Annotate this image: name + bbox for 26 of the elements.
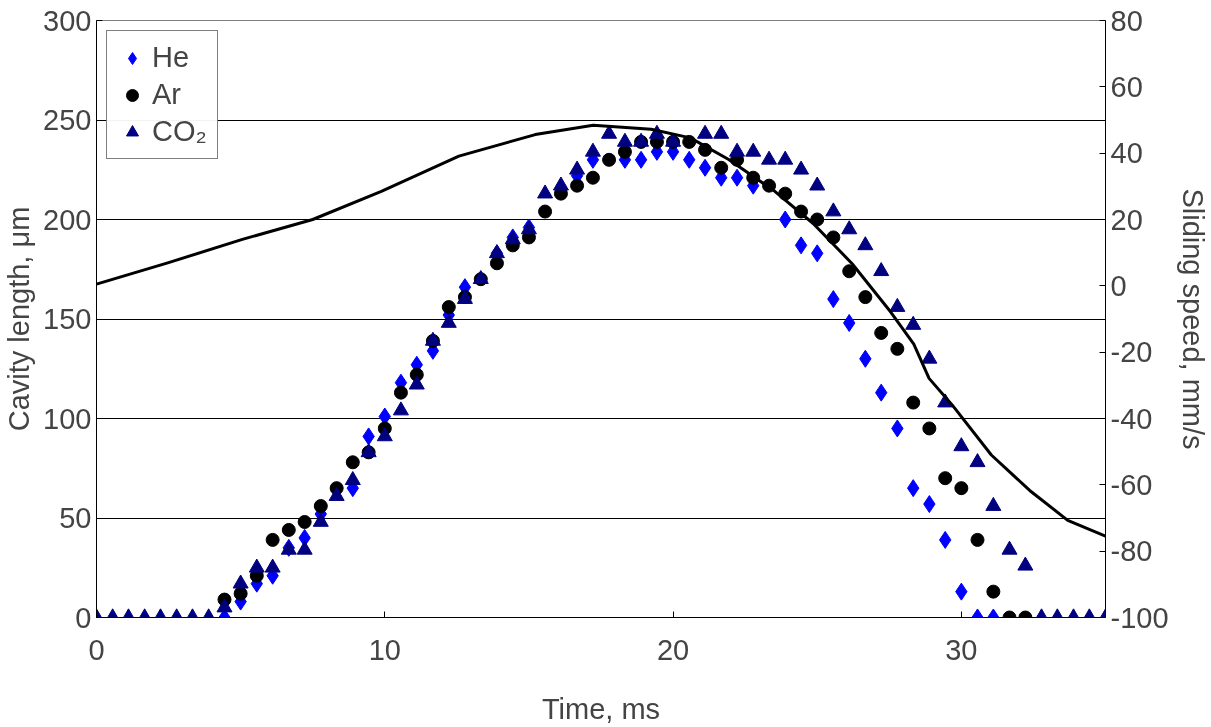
y-axis-title: Cavity length, μm [3, 206, 36, 432]
y2-tick-label: 20 [1110, 203, 1143, 236]
legend-label: CO₂ [152, 115, 207, 148]
legend-label: Ar [152, 78, 181, 111]
y-tick-label: 150 [43, 303, 92, 335]
legend-label: He [152, 41, 190, 74]
y2-tick-label: 80 [1110, 4, 1143, 37]
y2-tick-label: 40 [1110, 137, 1143, 170]
y-tick-label: 300 [43, 4, 92, 37]
y2-tick-label: -80 [1110, 535, 1153, 568]
y2-tick-label: 0 [1110, 269, 1127, 302]
y2-axis-title: Sliding speed, mm/s [1176, 188, 1209, 450]
y2-tick-label: -100 [1110, 601, 1169, 634]
y2-tick-label: -40 [1110, 402, 1153, 435]
x-tick-label: 30 [945, 633, 978, 666]
x-tick-label: 20 [656, 633, 690, 666]
y-tick-label: 100 [43, 402, 92, 435]
y2-tick-label: -60 [1110, 468, 1153, 501]
y-tick-label: 250 [43, 104, 92, 136]
y-tick-label: 50 [59, 502, 92, 534]
x-axis-title: Time, ms [541, 692, 661, 725]
y2-tick-label: -20 [1110, 336, 1153, 369]
y2-tick-label: 60 [1110, 70, 1143, 103]
y-tick-label: 0 [75, 601, 92, 634]
x-tick-label: 10 [368, 633, 401, 666]
y-tick-label: 200 [43, 203, 92, 236]
